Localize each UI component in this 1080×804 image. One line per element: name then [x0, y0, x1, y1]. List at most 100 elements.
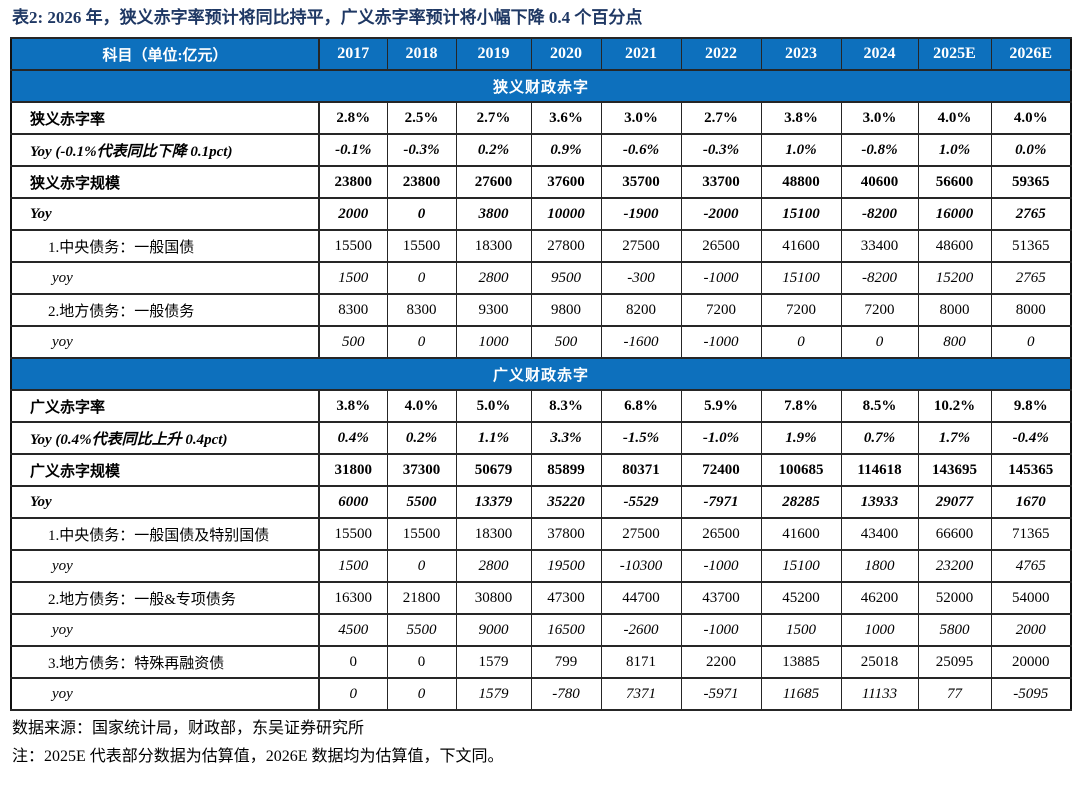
header-subject-cell: 科目（单位:亿元）: [10, 37, 320, 71]
row-label: yoy: [10, 677, 320, 711]
fiscal-deficit-table: 科目（单位:亿元） 2017 2018 2019 2020 2021 2022 2023 202…: [10, 37, 1072, 711]
cell-value: 500: [318, 325, 388, 359]
cell-value: 37600: [530, 165, 602, 199]
cell-value: 46200: [840, 581, 919, 615]
cell-value: 80371: [600, 453, 682, 487]
cell-value: 37300: [386, 453, 457, 487]
cell-value: -0.1%: [318, 133, 388, 167]
cell-value: -2000: [680, 197, 762, 231]
cell-value: 52000: [917, 581, 992, 615]
section-title: 广义财政赤字: [10, 357, 1072, 391]
cell-value: 799: [530, 645, 602, 679]
cell-value: 8.3%: [530, 389, 602, 423]
section-header-row: 广义财政赤字: [10, 357, 1072, 391]
table-row: yoy 1500 0 2800 9500 -300 -1000 15100 -8200 15200…: [10, 261, 1072, 295]
cell-value: 1.0%: [760, 133, 842, 167]
cell-value: 31800: [318, 453, 388, 487]
cell-value: 18300: [455, 229, 532, 263]
cell-value: 27500: [600, 229, 682, 263]
cell-value: 33400: [840, 229, 919, 263]
cell-value: 0.4%: [318, 421, 388, 455]
cell-value: 43700: [680, 581, 762, 615]
cell-value: 21800: [386, 581, 457, 615]
cell-value: 15100: [760, 549, 842, 583]
cell-value: 13933: [840, 485, 919, 519]
table-row: yoy 500 0 1000 500 -1600 -1000 0 0 800 0: [10, 325, 1072, 359]
cell-value: 8.5%: [840, 389, 919, 423]
cell-value: 1000: [840, 613, 919, 647]
cell-value: 10000: [530, 197, 602, 231]
cell-value: -780: [530, 677, 602, 711]
cell-value: 56600: [917, 165, 992, 199]
cell-value: 3.8%: [318, 389, 388, 423]
header-year-cell: 2024: [840, 37, 919, 71]
header-year-cell: 2022: [680, 37, 762, 71]
cell-value: 1500: [760, 613, 842, 647]
cell-value: 2800: [455, 549, 532, 583]
row-label: Yoy: [10, 197, 320, 231]
cell-value: 7200: [840, 293, 919, 327]
table-row: Yoy 2000 0 3800 10000 -1900 -2000 15100 -8200 160…: [10, 197, 1072, 231]
cell-value: -0.6%: [600, 133, 682, 167]
cell-value: 1500: [318, 261, 388, 295]
cell-value: 35700: [600, 165, 682, 199]
cell-value: 9300: [455, 293, 532, 327]
cell-value: 41600: [760, 517, 842, 551]
cell-value: 3.6%: [530, 101, 602, 135]
row-label: yoy: [10, 325, 320, 359]
cell-value: 43400: [840, 517, 919, 551]
cell-value: 7200: [760, 293, 842, 327]
header-year-cell: 2018: [386, 37, 457, 71]
row-label: 2.地方债务：一般&专项债务: [10, 581, 320, 615]
cell-value: 0.2%: [455, 133, 532, 167]
cell-value: 5500: [386, 613, 457, 647]
table-row: 广义赤字率 3.8% 4.0% 5.0% 8.3% 6.8% 5.9% 7.8% 8.5% 10.…: [10, 389, 1072, 423]
cell-value: 15100: [760, 261, 842, 295]
section-header-row: 狭义财政赤字: [10, 69, 1072, 103]
cell-value: 1.0%: [917, 133, 992, 167]
cell-value: 27800: [530, 229, 602, 263]
cell-value: -0.3%: [386, 133, 457, 167]
report-table-page: 表2: 2026 年，狭义赤字率预计将同比持平，广义赤字率预计将小幅下降 0.4…: [10, 8, 1072, 765]
cell-value: 48600: [917, 229, 992, 263]
cell-value: 2.7%: [455, 101, 532, 135]
cell-value: 41600: [760, 229, 842, 263]
cell-value: 4.0%: [917, 101, 992, 135]
cell-value: 1670: [990, 485, 1072, 519]
table-row: Yoy (0.4%代表同比上升 0.4pct) 0.4% 0.2% 1.1% 3.3% -…: [10, 421, 1072, 455]
cell-value: 145365: [990, 453, 1072, 487]
table-row: 广义赤字规模 31800 37300 50679 85899 80371 72400 1006…: [10, 453, 1072, 487]
cell-value: 26500: [680, 517, 762, 551]
table-row: 3.地方债务：特殊再融资债 0 0 1579 799 8171 2200 13885 25018…: [10, 645, 1072, 679]
table-row: 狭义赤字规模 23800 23800 27600 37600 35700 33700 4880…: [10, 165, 1072, 199]
cell-value: 48800: [760, 165, 842, 199]
cell-value: 23800: [386, 165, 457, 199]
cell-value: 7.8%: [760, 389, 842, 423]
cell-value: -5529: [600, 485, 682, 519]
cell-value: -2600: [600, 613, 682, 647]
cell-value: 1.7%: [917, 421, 992, 455]
row-label: 1.中央债务：一般国债: [10, 229, 320, 263]
row-label: 3.地方债务：特殊再融资债: [10, 645, 320, 679]
cell-value: 47300: [530, 581, 602, 615]
cell-value: 8300: [318, 293, 388, 327]
cell-value: -5095: [990, 677, 1072, 711]
cell-value: 0: [840, 325, 919, 359]
cell-value: 2.7%: [680, 101, 762, 135]
row-label: 广义赤字规模: [10, 453, 320, 487]
cell-value: 85899: [530, 453, 602, 487]
table-row: 1.中央债务：一般国债及特别国债 15500 15500 18300 37800 2750…: [10, 517, 1072, 551]
cell-value: 25095: [917, 645, 992, 679]
cell-value: 8300: [386, 293, 457, 327]
cell-value: 3.8%: [760, 101, 842, 135]
cell-value: 2765: [990, 197, 1072, 231]
cell-value: 0: [760, 325, 842, 359]
cell-value: 8000: [990, 293, 1072, 327]
cell-value: 9800: [530, 293, 602, 327]
cell-value: 44700: [600, 581, 682, 615]
row-label: 广义赤字率: [10, 389, 320, 423]
estimate-footnote: 注：2025E 代表部分数据为估算值，2026E 数据均为估算值，下文同。: [12, 748, 504, 765]
cell-value: 5500: [386, 485, 457, 519]
cell-value: 3800: [455, 197, 532, 231]
cell-value: 4.0%: [386, 389, 457, 423]
